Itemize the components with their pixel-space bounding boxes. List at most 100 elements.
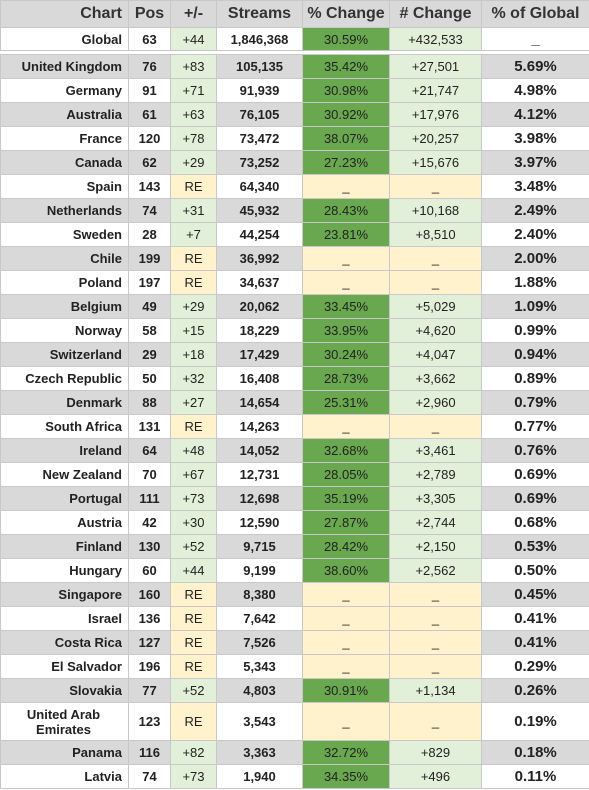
cell-num-change: +27,501 — [389, 54, 482, 79]
cell-num-change: _ — [389, 270, 482, 295]
cell-pos: 62 — [128, 150, 171, 175]
cell-pct-change: 28.42% — [302, 534, 390, 559]
cell-delta: +27 — [170, 390, 217, 415]
cell-streams: 9,199 — [216, 558, 303, 583]
cell-delta: +67 — [170, 462, 217, 487]
cell-delta: +32 — [170, 366, 217, 391]
cell-chart: United Arab Emirates — [0, 702, 129, 741]
cell-pct-change: 30.92% — [302, 102, 390, 127]
table-row: South Africa 131 RE 14,263 _ _ 0.77% — [0, 414, 589, 439]
table-row: Poland 197 RE 34,637 _ _ 1.88% — [0, 270, 589, 295]
header-streams: Streams — [216, 0, 303, 28]
cell-delta: +48 — [170, 438, 217, 463]
cell-chart: Switzerland — [0, 342, 129, 367]
cell-pct-global: 2.49% — [481, 198, 589, 223]
table-row: Australia 61 +63 76,105 30.92% +17,976 4.12% — [0, 102, 589, 127]
cell-delta: +44 — [170, 558, 217, 583]
cell-pct-change: _ — [302, 702, 390, 741]
cell-num-change: +21,747 — [389, 78, 482, 103]
cell-pct-global: 0.68% — [481, 510, 589, 535]
global-pct-global: _ — [481, 27, 589, 51]
cell-num-change: _ — [389, 606, 482, 631]
cell-chart: Germany — [0, 78, 129, 103]
table-row: France 120 +78 73,472 38.07% +20,257 3.98% — [0, 126, 589, 151]
cell-streams: 76,105 — [216, 102, 303, 127]
table-row: Denmark 88 +27 14,654 25.31% +2,960 0.79% — [0, 390, 589, 415]
table-row: United Arab Emirates 123 RE 3,543 _ _ 0.19% — [0, 702, 589, 741]
cell-pct-global: 1.09% — [481, 294, 589, 319]
cell-num-change: +1,134 — [389, 678, 482, 703]
table-row: Finland 130 +52 9,715 28.42% +2,150 0.53% — [0, 534, 589, 559]
cell-streams: 34,637 — [216, 270, 303, 295]
cell-pct-global: 5.69% — [481, 54, 589, 79]
cell-streams: 12,590 — [216, 510, 303, 535]
global-num-change: +432,533 — [389, 27, 482, 51]
cell-pos: 42 — [128, 510, 171, 535]
cell-pct-change: 30.91% — [302, 678, 390, 703]
cell-pct-change: 28.43% — [302, 198, 390, 223]
table-row: Chile 199 RE 36,992 _ _ 2.00% — [0, 246, 589, 271]
cell-pct-change: _ — [302, 630, 390, 655]
cell-chart: Australia — [0, 102, 129, 127]
cell-chart: Singapore — [0, 582, 129, 607]
cell-chart: Belgium — [0, 294, 129, 319]
cell-chart: Latvia — [0, 764, 129, 789]
cell-num-change: +4,047 — [389, 342, 482, 367]
table-row: United Kingdom 76 +83 105,135 35.42% +27,501 5… — [0, 54, 589, 79]
cell-chart: Hungary — [0, 558, 129, 583]
cell-delta: +29 — [170, 150, 217, 175]
cell-pos: 197 — [128, 270, 171, 295]
cell-pct-change: _ — [302, 582, 390, 607]
cell-delta: RE — [170, 630, 217, 655]
separator-row — [0, 50, 589, 55]
cell-pct-change: _ — [302, 654, 390, 679]
cell-streams: 7,526 — [216, 630, 303, 655]
cell-pos: 74 — [128, 198, 171, 223]
table-row: Spain 143 RE 64,340 _ _ 3.48% — [0, 174, 589, 199]
cell-pct-global: 0.29% — [481, 654, 589, 679]
cell-pct-change: _ — [302, 414, 390, 439]
cell-pos: 61 — [128, 102, 171, 127]
cell-streams: 4,803 — [216, 678, 303, 703]
cell-pct-global: 2.40% — [481, 222, 589, 247]
cell-pct-global: 0.18% — [481, 740, 589, 765]
cell-delta: +29 — [170, 294, 217, 319]
cell-pct-change: _ — [302, 174, 390, 199]
cell-pct-global: 0.45% — [481, 582, 589, 607]
cell-streams: 14,052 — [216, 438, 303, 463]
cell-streams: 91,939 — [216, 78, 303, 103]
table-row: Netherlands 74 +31 45,932 28.43% +10,168 2.49% — [0, 198, 589, 223]
global-row: Global 63 +44 1,846,368 30.59% +432,533 … — [0, 27, 589, 51]
cell-delta: +18 — [170, 342, 217, 367]
cell-pos: 111 — [128, 486, 171, 511]
cell-chart: Czech Republic — [0, 366, 129, 391]
table-row: Portugal 111 +73 12,698 35.19% +3,305 0.69% — [0, 486, 589, 511]
table-row: Switzerland 29 +18 17,429 30.24% +4,047 0.94% — [0, 342, 589, 367]
cell-pos: 91 — [128, 78, 171, 103]
cell-delta: RE — [170, 246, 217, 271]
cell-pct-global: 4.98% — [481, 78, 589, 103]
cell-streams: 17,429 — [216, 342, 303, 367]
cell-pct-global: 3.97% — [481, 150, 589, 175]
cell-streams: 9,715 — [216, 534, 303, 559]
global-pct-change: 30.59% — [302, 27, 390, 51]
cell-pos: 196 — [128, 654, 171, 679]
cell-pos: 88 — [128, 390, 171, 415]
cell-num-change: +20,257 — [389, 126, 482, 151]
cell-delta: RE — [170, 582, 217, 607]
cell-num-change: _ — [389, 582, 482, 607]
cell-chart: Panama — [0, 740, 129, 765]
cell-chart: Sweden — [0, 222, 129, 247]
cell-num-change: _ — [389, 702, 482, 741]
cell-pct-global: 0.99% — [481, 318, 589, 343]
cell-streams: 7,642 — [216, 606, 303, 631]
cell-num-change: _ — [389, 630, 482, 655]
cell-pct-change: 32.68% — [302, 438, 390, 463]
cell-chart: El Salvador — [0, 654, 129, 679]
cell-pct-global: 0.53% — [481, 534, 589, 559]
global-pos: 63 — [128, 27, 171, 51]
table-row: Ireland 64 +48 14,052 32.68% +3,461 0.76% — [0, 438, 589, 463]
table-row: Sweden 28 +7 44,254 23.81% +8,510 2.40% — [0, 222, 589, 247]
cell-pct-global: 0.76% — [481, 438, 589, 463]
